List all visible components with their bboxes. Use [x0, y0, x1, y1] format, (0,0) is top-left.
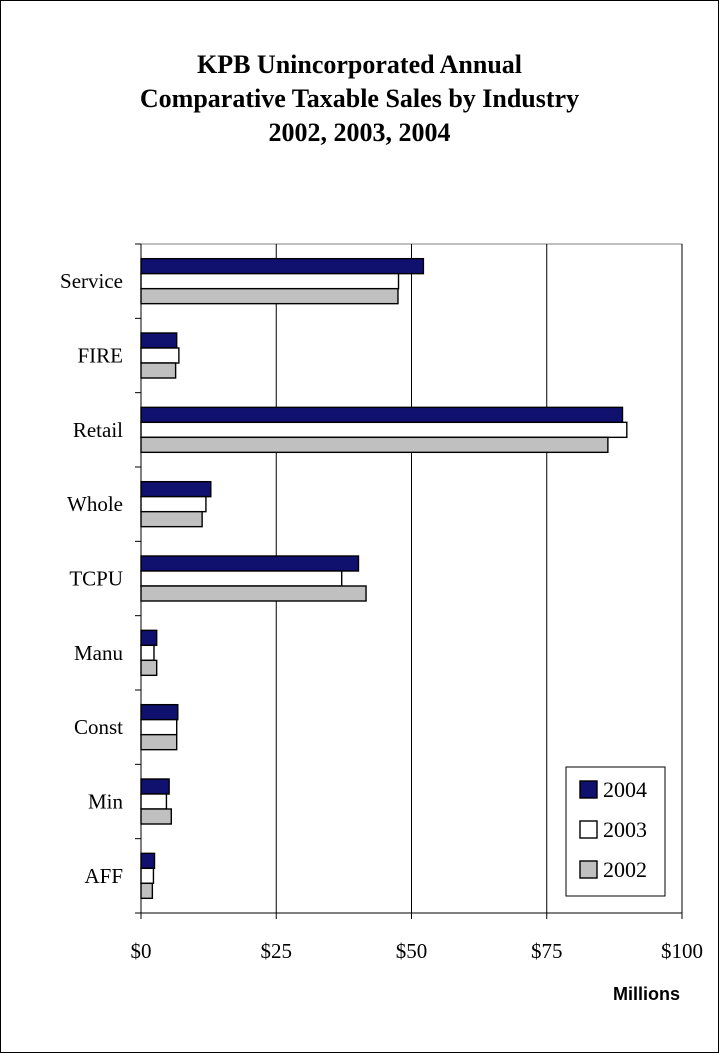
category-label: Const: [74, 715, 123, 739]
category-label: Whole: [67, 492, 123, 516]
bar-2002-tcpu: [140, 585, 367, 602]
legend-label-2004: 2004: [603, 777, 647, 802]
title-line-3: 2002, 2003, 2004: [268, 118, 451, 147]
legend-swatch-2004: [579, 780, 598, 799]
bar-2004-aff: [140, 852, 156, 870]
category-label: Min: [88, 790, 124, 814]
bar-2002-min: [140, 808, 172, 825]
category-label: Retail: [73, 418, 123, 442]
bar-2002-const: [140, 733, 178, 751]
category-label: Service: [60, 269, 123, 293]
bar-2004-retail: [140, 406, 624, 424]
legend-swatch-2003: [579, 820, 598, 839]
axis-labels: $0 $25 $50 $75 $100 Service FIRE Retail Whole TCP…: [60, 269, 703, 963]
bar-2004-fire: [140, 332, 178, 349]
bar-2004-service: [140, 257, 425, 275]
bar-2003-service: [140, 272, 400, 290]
bar-2002-service: [140, 287, 399, 305]
bar-2004-min: [140, 778, 170, 795]
x-tick-label: $0: [131, 939, 152, 963]
bar-2004-tcpu: [140, 555, 360, 572]
bar-2003-retail: [140, 421, 628, 439]
title-line-2: Comparative Taxable Sales by Industry: [139, 84, 580, 113]
category-label: FIRE: [77, 344, 123, 368]
bar-2003-whole: [140, 495, 207, 513]
category-label: TCPU: [69, 567, 123, 591]
x-tick-label: $50: [396, 939, 428, 963]
bar-2003-fire: [140, 347, 180, 364]
axes: [135, 243, 683, 919]
x-axis-title: Millions: [613, 984, 680, 1004]
category-label: Manu: [74, 641, 123, 665]
title-line-1: KPB Unincorporated Annual: [196, 50, 523, 79]
bar-2004-whole: [140, 480, 212, 498]
chart-title: KPB Unincorporated Annual Comparative Ta…: [0, 48, 719, 150]
bar-2003-min: [140, 793, 168, 810]
bar-2003-tcpu: [140, 570, 343, 587]
bar-2002-manu: [140, 659, 158, 677]
bar-2004-manu: [140, 629, 158, 647]
legend-label-2003: 2003: [603, 817, 647, 842]
legend-swatch-2002: [579, 860, 598, 879]
legend: 2004 2003 2002: [565, 766, 666, 897]
bar-2002-aff: [140, 882, 154, 900]
category-label: AFF: [84, 864, 123, 888]
x-tick-label: $25: [261, 939, 293, 963]
legend-label-2002: 2002: [603, 857, 647, 882]
x-tick-label: $75: [531, 939, 563, 963]
bar-2003-const: [140, 718, 178, 736]
bars: [140, 257, 628, 900]
bar-2003-aff: [140, 867, 155, 885]
bar-2002-retail: [140, 436, 609, 454]
bar-2002-fire: [140, 362, 177, 379]
bar-2003-manu: [140, 644, 155, 662]
x-tick-label: $100: [661, 939, 703, 963]
bar-2002-whole: [140, 510, 203, 528]
bar-2004-const: [140, 703, 179, 721]
